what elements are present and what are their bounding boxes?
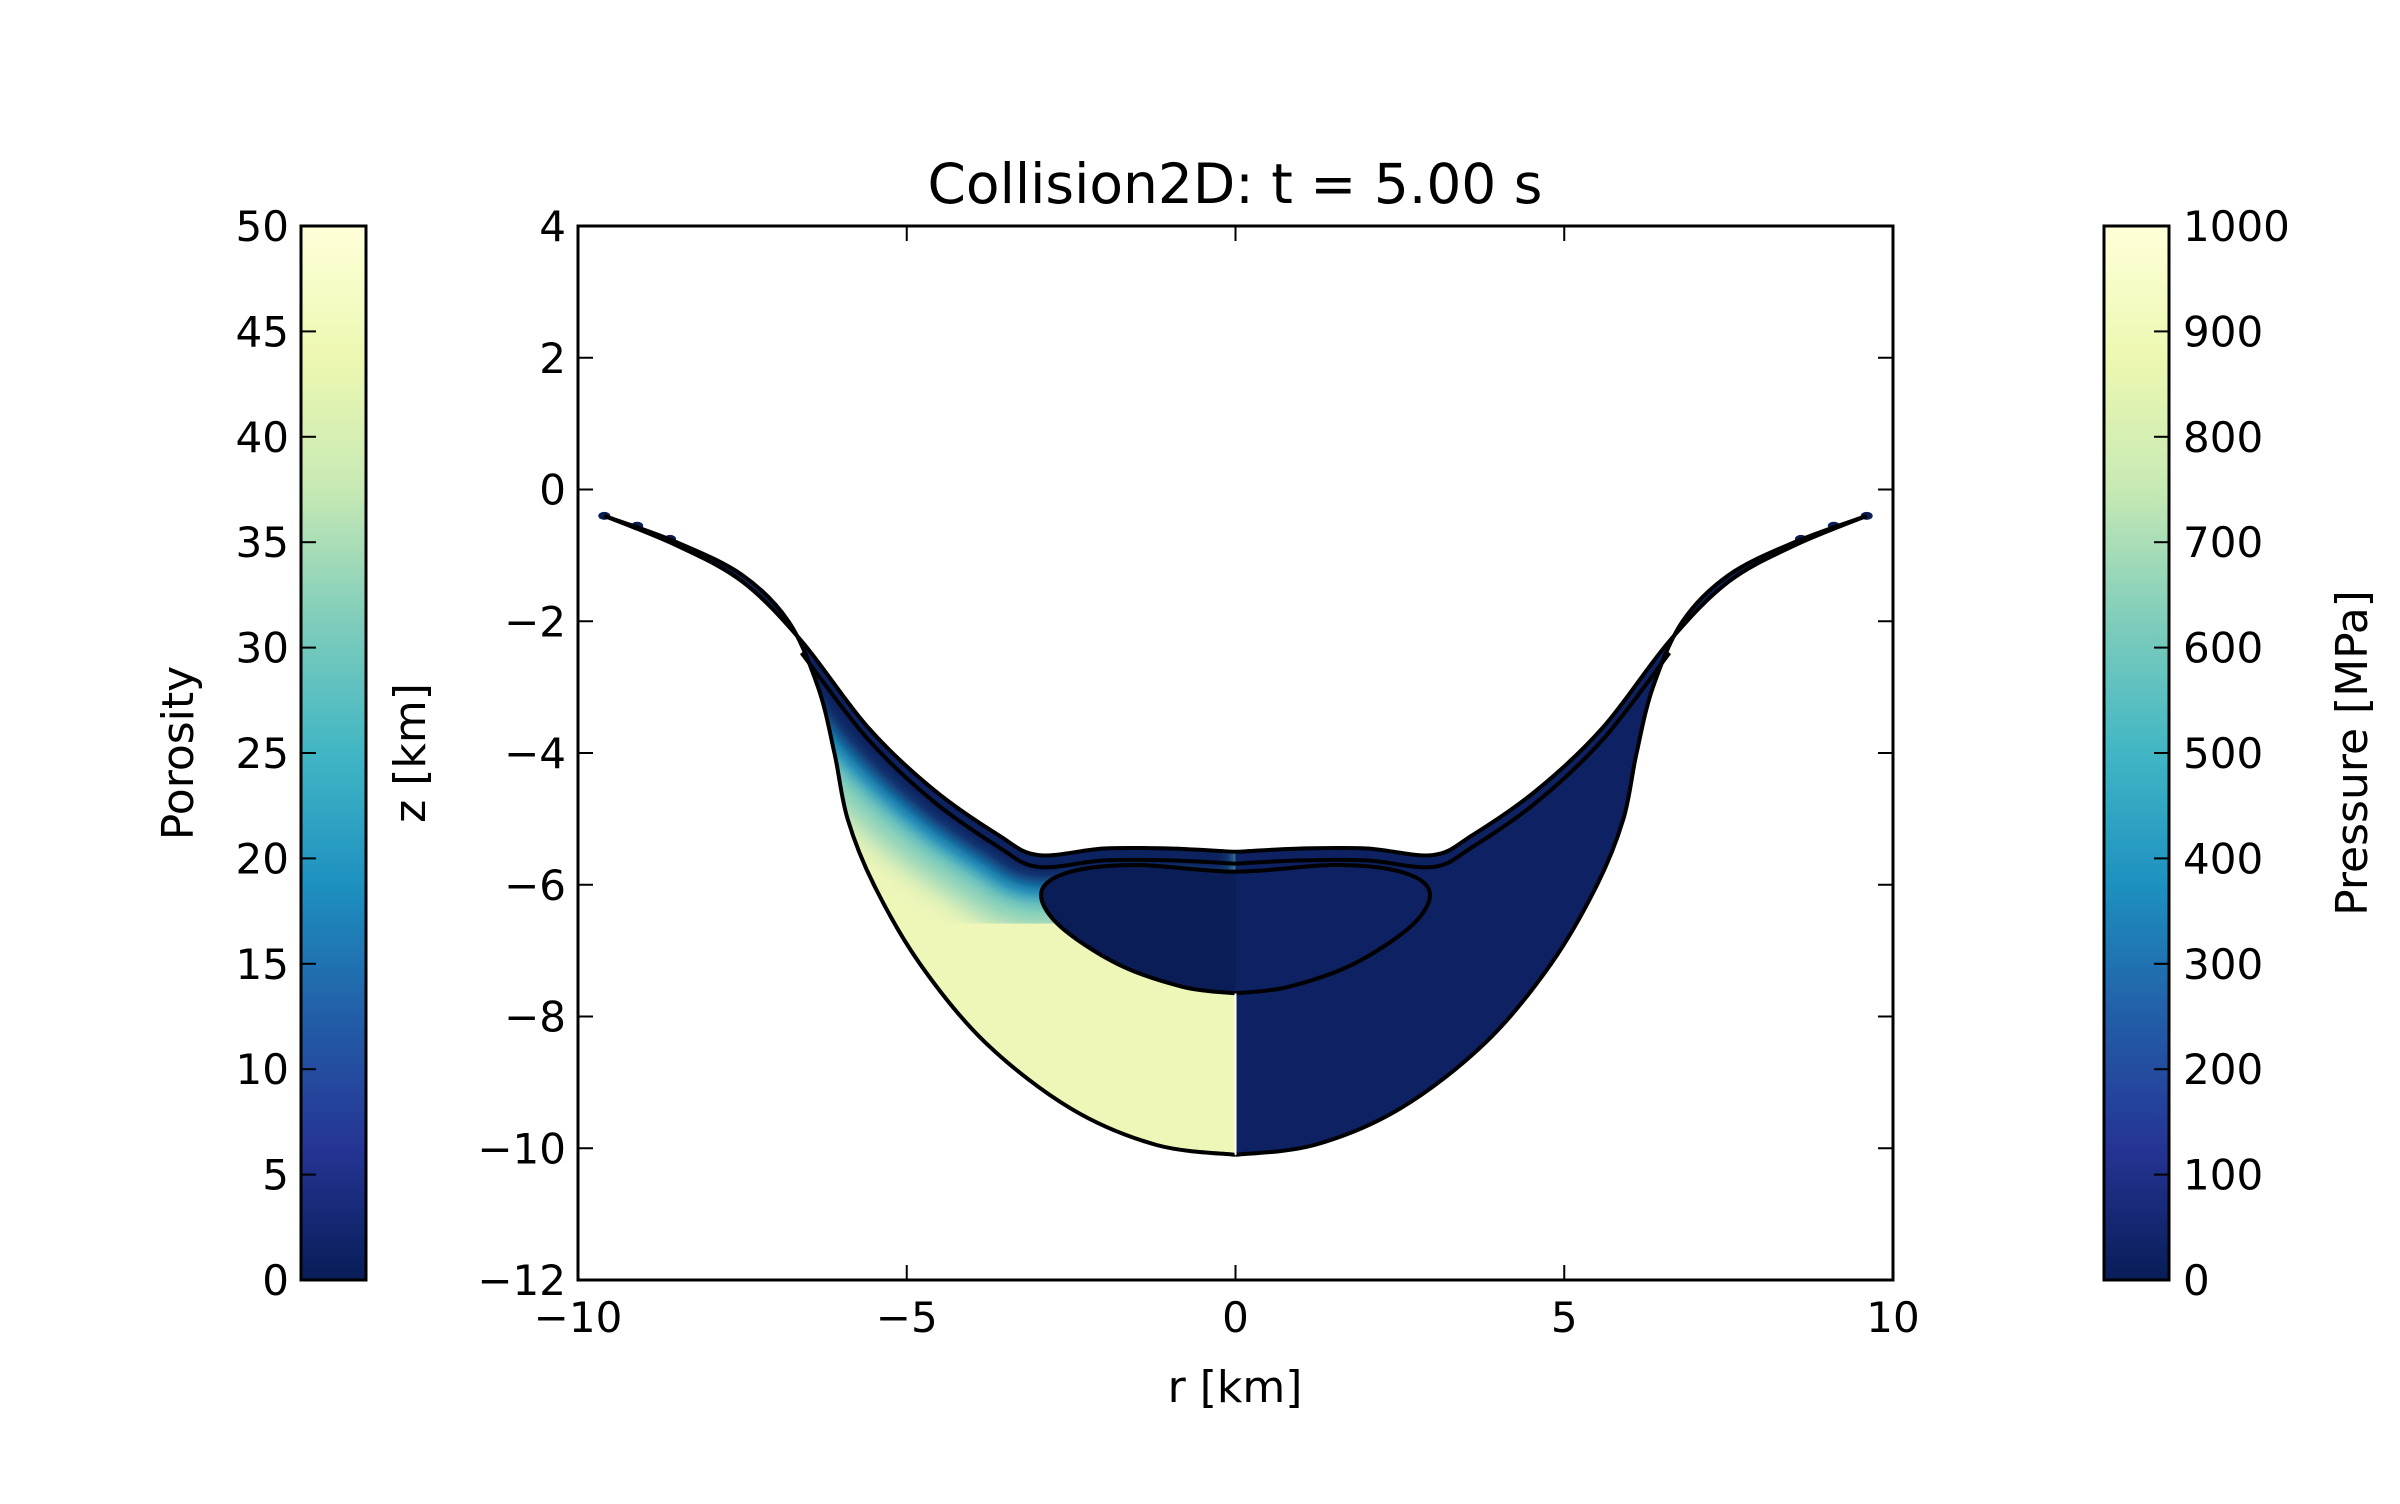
colorbar-tick-label: 0	[262, 1256, 289, 1305]
porosity-low-band	[604, 515, 1236, 883]
colorbar-tick-label: 5	[262, 1151, 289, 1200]
y-tick-label: −8	[504, 993, 566, 1042]
y-tick-label: −6	[504, 861, 566, 910]
colorbar-tick-label: 400	[2183, 834, 2263, 883]
colorbar-tick-label: 15	[236, 940, 289, 989]
colorbar-tick-label: 500	[2183, 729, 2263, 778]
crater-outer-contour	[603, 514, 1236, 1157]
projectile-porosity-region	[1041, 865, 1236, 994]
colorbar-tick-label: 30	[236, 624, 289, 673]
colorbar-tick-label: 800	[2183, 413, 2263, 462]
projectile-contour	[1039, 862, 1432, 996]
y-tick-label: −12	[477, 1256, 566, 1305]
chart-title: Collision2D: t = 5.00 s	[928, 152, 1543, 216]
y-tick-label: 0	[539, 466, 566, 515]
y-tick-label: −4	[504, 729, 566, 778]
colorbar-tick-label: 600	[2183, 624, 2263, 673]
colorbar-tick-label: 45	[236, 307, 289, 356]
colorbar-tick-label: 25	[236, 729, 289, 778]
colorbar-tick-label: 0	[2183, 1256, 2210, 1305]
y-tick-label: 4	[539, 202, 566, 251]
porosity-colorbar-label: Porosity	[153, 666, 204, 840]
crater-outer-contour	[1235, 514, 1868, 1157]
x-tick-label: −10	[534, 1293, 623, 1342]
y-tick-label: −2	[504, 597, 566, 646]
porosity-colorbar: 0 5 10 15 20 25 30 35 40 45 50	[236, 202, 368, 1305]
colorbar-tick-label: 40	[236, 413, 289, 462]
x-tick-label: 10	[1866, 1293, 1919, 1342]
colorbar-tick-label: 300	[2183, 940, 2263, 989]
crater-surface-contour	[1235, 514, 1868, 858]
colorbar-tick-label: 1000	[2183, 202, 2290, 251]
colorbar-tick-label: 100	[2183, 1151, 2263, 1200]
pressure-colorbar-label: Pressure [MPa]	[2327, 590, 2378, 916]
colorbar-tick-label: 10	[236, 1045, 289, 1094]
x-tick-label: 0	[1222, 1293, 1249, 1342]
y-axis-label: z [km]	[385, 683, 436, 823]
x-tick-label: 5	[1551, 1293, 1578, 1342]
x-tick-label: −5	[876, 1293, 938, 1342]
colorbar-tick-label: 20	[236, 834, 289, 883]
pressure-field	[1235, 515, 1867, 1155]
colorbar-tick-label: 50	[236, 202, 289, 251]
pressure-colorbar: 0 100 200 300 400 500 600 700 800 900 1000	[2102, 202, 2290, 1305]
x-axis-label: r [km]	[1168, 1362, 1303, 1413]
colorbar-tick-label: 35	[236, 518, 289, 567]
colorbar-tick-label: 200	[2183, 1045, 2263, 1094]
y-tick-label: −10	[477, 1124, 566, 1173]
colorbar-tick-label: 700	[2183, 518, 2263, 567]
crater-surface-contour	[603, 514, 1236, 858]
colorbar-tick-label: 900	[2183, 307, 2263, 356]
crater-inner-contour	[1235, 651, 1672, 870]
y-tick-label: 2	[539, 334, 566, 383]
plot-area	[598, 511, 1873, 1157]
crater-inner-contour	[799, 651, 1236, 870]
